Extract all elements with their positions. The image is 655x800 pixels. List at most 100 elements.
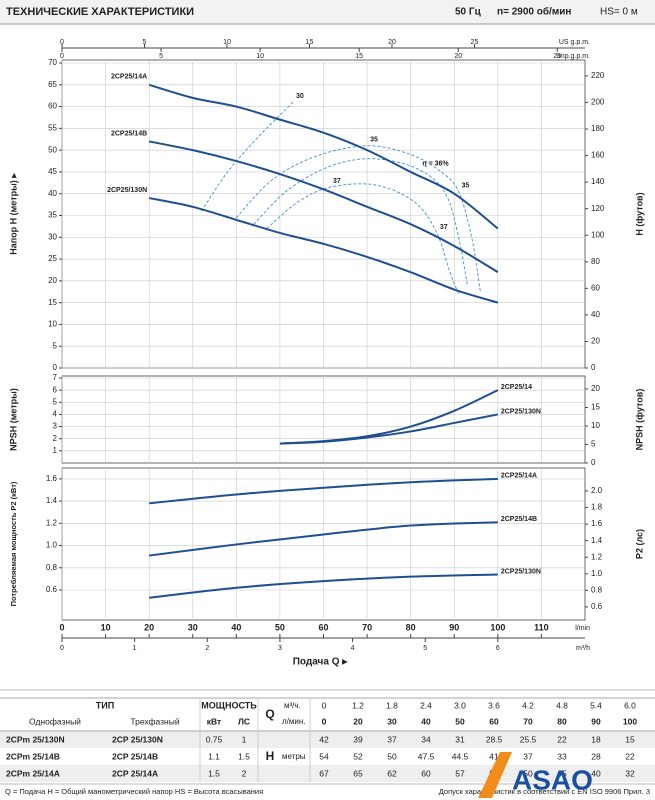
x-tick-label: 15 xyxy=(306,39,314,46)
table-cell: 40 xyxy=(421,716,431,726)
table-cell: 28.5 xyxy=(486,734,503,744)
x-tick-label: 90 xyxy=(449,622,459,632)
y-tick-label: 15 xyxy=(48,298,57,307)
table-cell: 2CP 25/14A xyxy=(112,768,158,778)
table-cell: метры xyxy=(282,752,306,761)
y-tick-label: 5 xyxy=(53,397,58,406)
y-axis-title: NPSH (метры) xyxy=(8,388,18,451)
table-cell: 34 xyxy=(421,734,431,744)
y2-tick-label: 0 xyxy=(591,363,596,372)
table-cell: 60 xyxy=(489,716,499,726)
x-tick-label: 5 xyxy=(143,39,147,46)
y-tick-label: 2 xyxy=(53,434,58,443)
table-cell: 20 xyxy=(353,716,363,726)
table-cell: 4.8 xyxy=(556,700,568,710)
table-cell: 0 xyxy=(322,700,327,710)
y-axis-title: Потребляемая мощность P2 (кВт) xyxy=(9,481,18,606)
y-tick-label: 40 xyxy=(48,189,57,198)
table-cell: 45 xyxy=(557,768,567,778)
logo: ASAO xyxy=(512,764,593,795)
efficiency-curve xyxy=(253,158,468,286)
x-tick-label: 20 xyxy=(388,39,396,46)
efficiency-label: 35 xyxy=(370,137,378,144)
y-tick-label: 55 xyxy=(48,123,57,132)
y-tick-label: 35 xyxy=(48,211,57,220)
curve xyxy=(149,573,498,599)
efficiency-curve xyxy=(236,145,481,292)
footer-legend: Q = Подача H = Общий манометрический нап… xyxy=(5,787,263,796)
table-cell: 28 xyxy=(591,751,601,761)
y-tick-label: 1.0 xyxy=(46,541,58,550)
table-cell: 31 xyxy=(455,734,465,744)
table-cell: 47.5 xyxy=(418,751,435,761)
curve xyxy=(149,477,498,505)
x-tick-label: 0 xyxy=(60,39,64,46)
y2-tick-label: 15 xyxy=(591,403,600,412)
table-cell: 100 xyxy=(623,716,637,726)
x-tick-label: 0 xyxy=(59,622,64,632)
table-cell: 90 xyxy=(591,716,601,726)
y2-tick-label: 160 xyxy=(591,151,605,160)
table-cell: 3.6 xyxy=(488,700,500,710)
suction: HS= 0 м xyxy=(600,7,638,18)
table-cell: 4.2 xyxy=(522,700,534,710)
y-tick-label: 10 xyxy=(48,320,57,329)
table-cell: 0 xyxy=(322,716,327,726)
x-tick-label: 15 xyxy=(355,53,363,60)
y2-tick-label: 120 xyxy=(591,204,605,213)
x-tick-label: 4 xyxy=(351,645,355,652)
table-cell: 41 xyxy=(489,751,499,761)
y2-tick-label: 220 xyxy=(591,71,605,80)
y2-tick-label: 2.0 xyxy=(591,486,603,495)
x-tick-label: 25 xyxy=(553,53,561,60)
x-tick-label: 6 xyxy=(496,645,500,652)
table-cell: 40 xyxy=(591,768,601,778)
y-tick-label: 3 xyxy=(53,422,58,431)
table-cell: 57 xyxy=(455,768,465,778)
table-cell: 2 xyxy=(242,768,247,778)
y2-axis-title: P2 (лс) xyxy=(634,529,644,559)
y2-axis-title: NPSH (футов) xyxy=(634,389,644,451)
x-tick-label: 100 xyxy=(490,622,505,632)
y2-tick-label: 140 xyxy=(591,177,605,186)
x-tick-label: 3 xyxy=(278,645,282,652)
table-cell: МОЩНОСТЬ xyxy=(201,700,257,710)
table-band xyxy=(0,731,655,748)
efficiency-label: 35 xyxy=(462,182,470,189)
curve-label: 2CP25/14A xyxy=(501,473,537,480)
x-tick-label: 5 xyxy=(423,645,427,652)
y-tick-label: 0.6 xyxy=(46,585,58,594)
curve xyxy=(148,83,499,230)
x-tick-label: 25 xyxy=(471,39,479,46)
y-tick-label: 25 xyxy=(48,254,57,263)
y-tick-label: 45 xyxy=(48,167,57,176)
table-cell: 22 xyxy=(557,734,567,744)
y2-tick-label: 5 xyxy=(591,440,596,449)
x-tick-label: 60 xyxy=(318,622,328,632)
y2-axis-title: H (футов) xyxy=(634,192,644,235)
efficiency-label: 37 xyxy=(440,224,448,231)
x-tick-label: 70 xyxy=(362,622,372,632)
x-unit: US g.p.m. xyxy=(559,39,590,46)
table-cell: 5.4 xyxy=(590,700,602,710)
table-cell: 1.8 xyxy=(386,700,398,710)
table-cell: 62 xyxy=(387,768,397,778)
table-cell: 50 xyxy=(523,768,533,778)
y2-tick-label: 80 xyxy=(591,257,600,266)
table-cell: 54 xyxy=(319,751,329,761)
table-cell: ЛС xyxy=(238,716,250,726)
curve-label: 2CP25/130N xyxy=(107,187,147,194)
table-cell: кВт xyxy=(207,716,221,726)
x-tick-label: 0 xyxy=(60,645,64,652)
curve xyxy=(279,413,499,445)
y-tick-label: 0 xyxy=(53,363,58,372)
efficiency-label: 37 xyxy=(333,178,341,185)
x-unit: l/min xyxy=(575,625,590,632)
header-title: ТЕХНИЧЕСКИЕ ХАРАКТЕРИСТИКИ xyxy=(6,6,194,18)
table-cell: 25.5 xyxy=(520,734,537,744)
x-tick-label: 10 xyxy=(101,622,111,632)
y-tick-label: 5 xyxy=(53,341,58,350)
curve-label: 2CP25/14A xyxy=(111,74,147,81)
y-tick-label: 20 xyxy=(48,276,57,285)
table-cell: 1.2 xyxy=(352,700,364,710)
